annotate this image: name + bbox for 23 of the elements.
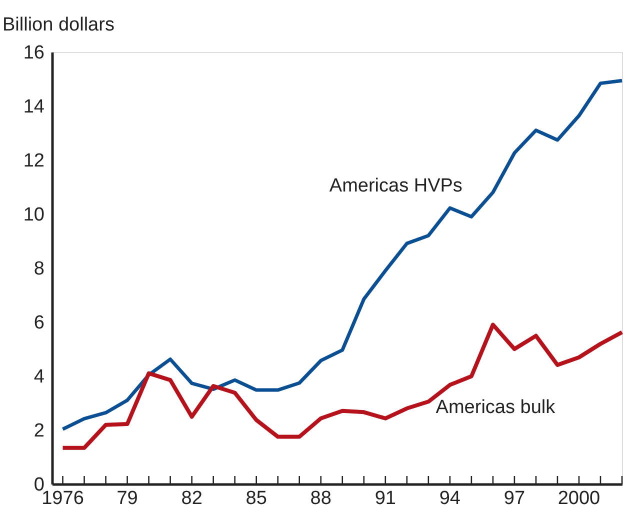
x-tick-label: 91	[374, 488, 396, 509]
x-tick-label: 88	[310, 488, 332, 509]
y-tick-label: 2	[34, 420, 44, 442]
y-tick-label: 8	[34, 258, 44, 280]
x-tick-label: 94	[439, 488, 461, 509]
y-tick-label: 6	[34, 312, 44, 334]
y-tick-label: 4	[34, 366, 45, 388]
series-label: Americas HVPs	[329, 175, 462, 196]
series-label: Americas bulk	[436, 397, 556, 418]
line-series	[60, 322, 623, 450]
y-tick-label: 14	[23, 96, 45, 118]
x-tick-label: 82	[181, 488, 202, 509]
y-tick-label: 12	[23, 150, 44, 172]
y-tick-label: 10	[23, 204, 44, 226]
y-tick-label: 0	[34, 474, 44, 496]
x-tick-label: 85	[246, 488, 267, 509]
line-series	[61, 78, 623, 431]
x-tick-label: 1976	[42, 488, 84, 509]
x-tick-label: 97	[504, 488, 526, 509]
y-axis-title: Billion dollars	[2, 14, 114, 36]
x-tick-label: 79	[116, 488, 138, 509]
x-tick-label: 2000	[558, 488, 600, 509]
y-tick-label: 16	[23, 42, 44, 64]
